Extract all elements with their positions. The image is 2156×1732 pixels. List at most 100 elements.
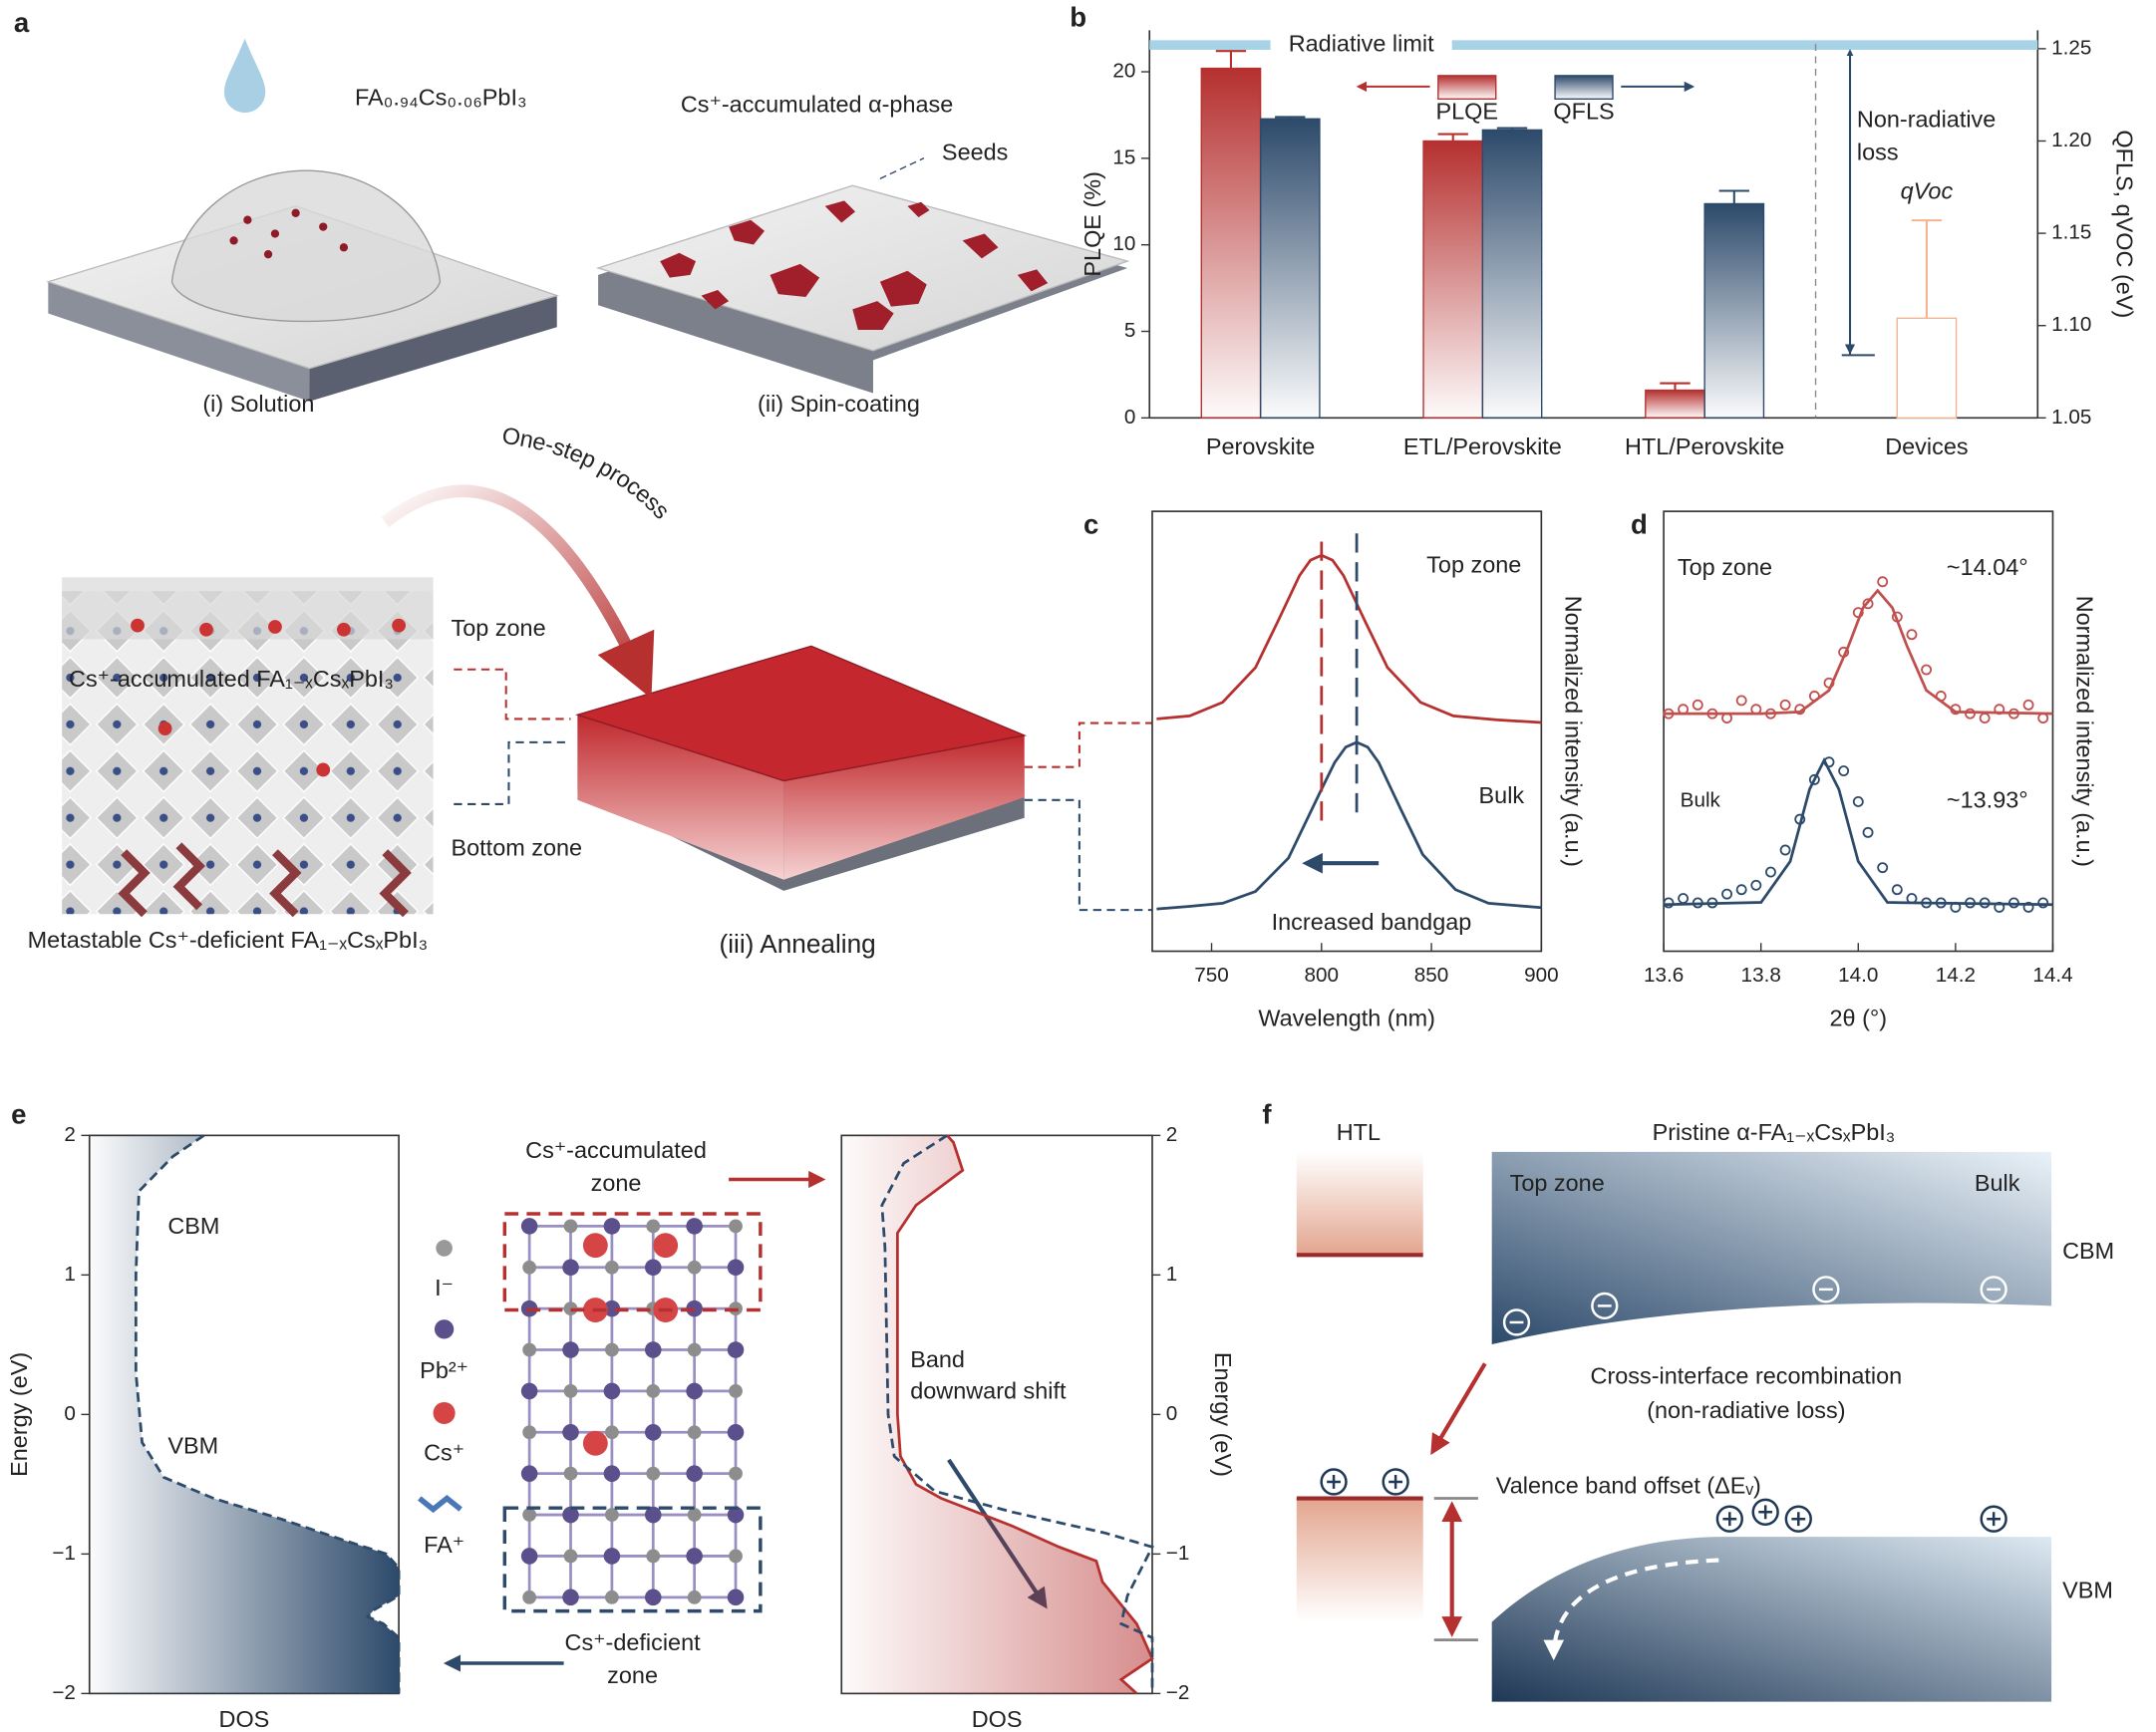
axis-title: Energy (eV) (6, 1352, 32, 1477)
atom (727, 1341, 745, 1358)
material-label: Pristine α-FA₁₋ₓCsₓPbI₃ (1653, 1119, 1896, 1145)
legend-swatch (1554, 75, 1614, 101)
atom (604, 1425, 619, 1440)
reference-label: Radiative limit (1289, 30, 1434, 56)
error-bar (1718, 189, 1749, 204)
atom (646, 1219, 661, 1234)
peak-label: ~14.04° (1947, 554, 2028, 580)
series-label: Bulk (1479, 782, 1525, 808)
panel-e-structure: I⁻ Pb²⁺ Cs⁺ FA⁺ Cs⁺-accumulated zone Cs⁺… (418, 1137, 1048, 1688)
atom (604, 1342, 619, 1357)
atom (686, 1465, 703, 1482)
atom (645, 1341, 662, 1358)
arrow-label: Increased bandgap (1272, 909, 1472, 935)
band-label: VBM (2062, 1577, 2113, 1602)
step-label: (iii) Annealing (720, 929, 876, 959)
bar (1422, 140, 1484, 420)
y-tick-label: −1 (1166, 1542, 1190, 1565)
error-bar (1496, 127, 1528, 131)
data-point (2037, 897, 2049, 909)
dos-curve (896, 1134, 1154, 1695)
x-tick-label: 14.0 (1838, 964, 1878, 987)
x-tick-label: 13.8 (1741, 964, 1781, 987)
legend-label: Cs⁺ (424, 1440, 464, 1466)
band-label: CBM (167, 1213, 219, 1239)
x-tick-label: 750 (1194, 964, 1229, 987)
atom (729, 1384, 743, 1398)
atom (686, 1548, 703, 1565)
panel-f: HTL Pristine α-FA₁₋ₓCsₓPbI₃ Top zone Bul… (1296, 1119, 2114, 1702)
series-label: Bulk (1681, 789, 1721, 812)
htl-label: HTL (1337, 1119, 1381, 1145)
bar (1645, 389, 1705, 420)
y-tick-label: −1 (52, 1542, 76, 1565)
dos-area (89, 1135, 400, 1694)
atom (520, 1465, 538, 1482)
axis-title: DOS (219, 1706, 270, 1732)
error-bar (1215, 50, 1247, 69)
atom (520, 1548, 538, 1565)
atom (729, 1466, 743, 1481)
atom (645, 1588, 662, 1606)
bar (1200, 67, 1262, 420)
data-point (1877, 576, 1889, 588)
error-bar (1275, 116, 1306, 120)
composition-label: Cs⁺-accumulated FA₁₋ₓCsₓPbI₃ (69, 666, 394, 692)
recombination-label: Cross-interface recombination (1591, 1362, 1903, 1388)
y2-tick-label: 1.15 (2051, 221, 2091, 244)
label-background (1270, 29, 1452, 61)
panel-label: c (1083, 509, 1098, 540)
panel-label: e (11, 1098, 26, 1129)
bar (1259, 118, 1321, 420)
error-bar (1911, 219, 1943, 319)
y-tick-label: 0 (1124, 406, 1136, 429)
dos-curve (134, 1134, 401, 1694)
data-point (1838, 765, 1850, 776)
data-point (1721, 888, 1732, 900)
data-point (1979, 713, 1991, 724)
peak-label: ~13.93° (1947, 786, 2028, 812)
atom (522, 1425, 537, 1440)
legend-label: PLQE (1436, 98, 1499, 124)
zone-label: Bottom zone (452, 835, 583, 861)
annotation-arrow (1841, 53, 1875, 357)
axis-title: DOS (972, 1706, 1023, 1732)
atom (603, 1299, 621, 1317)
atom (646, 1466, 661, 1481)
atom (727, 1424, 745, 1441)
atom (645, 1259, 662, 1277)
fit-curve (1664, 588, 2053, 716)
dos-curve (880, 1134, 1154, 1694)
data-point (1965, 708, 1976, 720)
recombination-label: (non-radiative loss) (1647, 1397, 1845, 1423)
atom (727, 1259, 745, 1277)
atom (604, 1260, 619, 1275)
x-tick-label: 850 (1414, 964, 1449, 987)
y2-tick-label: 1.20 (2051, 129, 2091, 151)
data-point (1692, 699, 1703, 711)
zone-label: Top zone (1510, 1170, 1605, 1196)
zone-label: Cs⁺-deficient (565, 1629, 702, 1655)
atom (653, 1233, 679, 1259)
zone-label: Top zone (452, 615, 546, 641)
data-point (1862, 826, 1874, 838)
data-point (2022, 699, 2034, 711)
atom (562, 1588, 579, 1606)
atom (522, 1260, 537, 1275)
crystal (520, 1218, 745, 1606)
step-label: (i) Solution (202, 391, 314, 417)
axis-title: Wavelength (nm) (1258, 1006, 1435, 1031)
offset-label: Valence band offset (ΔEᵥ) (1496, 1473, 1761, 1499)
atom (686, 1299, 703, 1317)
atom (603, 1382, 621, 1400)
phase-label: Cs⁺-accumulated α-phase (681, 91, 953, 117)
x-tick-label: 13.6 (1644, 964, 1684, 987)
band-label: Band (910, 1346, 965, 1372)
atom (522, 1589, 537, 1604)
panel-label: d (1631, 509, 1648, 540)
step-label: (ii) Spin-coating (758, 391, 920, 417)
plot-frame (1151, 510, 1543, 953)
atom (687, 1342, 702, 1357)
atom (727, 1506, 745, 1524)
